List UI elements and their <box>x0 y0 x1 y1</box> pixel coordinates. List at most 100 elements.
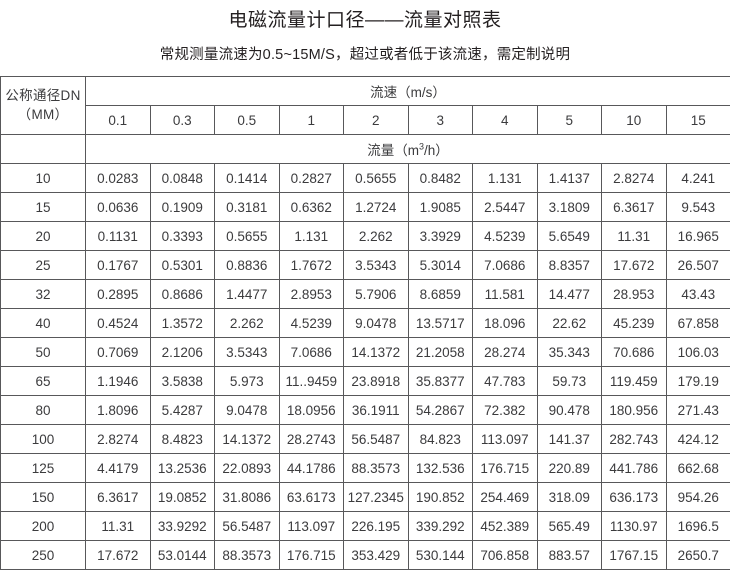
flow-value-cell: 3.5343 <box>214 337 280 367</box>
flow-value-cell: 190.852 <box>407 482 473 512</box>
table-row: 32 0.2895 0.8686 1.4477 2.8953 5.7906 8.6859 11… <box>0 279 730 309</box>
page-title: 电磁流量计口径——流量对照表 <box>228 10 502 31</box>
flow-value-cell: 127.2345 <box>343 482 409 512</box>
dn-value-cell: 50 <box>0 337 86 367</box>
table-row: 100 2.8274 8.4823 14.1372 28.2743 56.5487 84.8… <box>0 424 730 454</box>
dn-header-line1: 公称通径DN <box>5 88 81 104</box>
flow-value-cell: 0.6362 <box>278 192 344 222</box>
flow-value-cell: 0.8482 <box>407 163 473 193</box>
flow-value-cell: 3.1809 <box>536 192 602 222</box>
flow-value-cell: 1.1946 <box>85 366 151 396</box>
page-subtitle: 常规测量流速为0.5~15M/S，超过或者低于该流速，需定制说明 <box>159 46 571 63</box>
flow-value-cell: 662.68 <box>665 453 730 483</box>
flow-value-cell: 9.0478 <box>343 308 409 338</box>
flow-unit-prefix: 流量（m <box>367 143 419 158</box>
dn-value-cell: 15 <box>0 192 86 222</box>
flow-value-cell: 33.9292 <box>149 511 215 541</box>
flow-value-cell: 5.3014 <box>407 250 473 280</box>
table-header-row-velocity: 公称通径DN （MM） 流速（m/s） <box>0 76 730 135</box>
flow-value-cell: 2.262 <box>343 221 409 251</box>
velocity-col-5: 3 <box>407 105 473 135</box>
flow-value-cell: 45.239 <box>601 308 667 338</box>
flow-value-cell: 0.3393 <box>149 221 215 251</box>
flow-value-cell: 2650.7 <box>665 540 730 570</box>
flow-value-cell: 0.2895 <box>85 279 151 309</box>
velocity-col-1: 0.3 <box>149 105 215 135</box>
flow-value-cell: 282.743 <box>601 424 667 454</box>
flow-value-cell: 0.1767 <box>85 250 151 280</box>
flow-value-cell: 1130.97 <box>601 511 667 541</box>
flow-value-cell: 4.4179 <box>85 453 151 483</box>
flow-value-cell: 2.262 <box>214 308 280 338</box>
flow-value-cell: 11..9459 <box>278 366 344 396</box>
flow-value-cell: 0.5301 <box>149 250 215 280</box>
flow-value-cell: 565.49 <box>536 511 602 541</box>
flow-value-cell: 1.3572 <box>149 308 215 338</box>
flow-value-cell: 13.2536 <box>149 453 215 483</box>
table-body: 10 0.0283 0.0848 0.1414 0.2827 0.5655 0.8482 1.… <box>0 163 730 570</box>
flow-value-cell: 67.858 <box>665 308 730 338</box>
flow-value-cell: 113.097 <box>472 424 538 454</box>
flow-value-cell: 7.0686 <box>472 250 538 280</box>
flow-value-cell: 7.0686 <box>278 337 344 367</box>
flow-value-cell: 19.0852 <box>149 482 215 512</box>
flow-value-cell: 2.5447 <box>472 192 538 222</box>
flow-value-cell: 2.1206 <box>149 337 215 367</box>
flow-value-cell: 1.8096 <box>85 395 151 425</box>
flow-value-cell: 84.823 <box>407 424 473 454</box>
dn-value-cell: 80 <box>0 395 86 425</box>
flow-value-cell: 4.241 <box>665 163 730 193</box>
flow-value-cell: 1767.15 <box>601 540 667 570</box>
flow-unit-exponent: 3 <box>419 141 425 152</box>
flow-value-cell: 1.131 <box>278 221 344 251</box>
dn-header-line2: （MM） <box>17 106 69 122</box>
flow-value-cell: 56.5487 <box>343 424 409 454</box>
flow-value-cell: 119.459 <box>601 366 667 396</box>
flow-value-cell: 254.469 <box>472 482 538 512</box>
flow-value-cell: 90.478 <box>536 395 602 425</box>
table-row: 40 0.4524 1.3572 2.262 4.5239 9.0478 13.5717 18… <box>0 308 730 338</box>
flow-value-cell: 0.5655 <box>214 221 280 251</box>
flow-value-cell: 179.19 <box>665 366 730 396</box>
table-row: 50 0.7069 2.1206 3.5343 7.0686 14.1372 21.2058… <box>0 337 730 367</box>
velocity-col-9: 15 <box>665 105 730 135</box>
table-row: 20 0.1131 0.3393 0.5655 1.131 2.262 3.3929 4.52… <box>0 221 730 251</box>
flow-value-cell: 220.89 <box>536 453 602 483</box>
flow-value-cell: 56.5487 <box>214 511 280 541</box>
flow-value-cell: 14.477 <box>536 279 602 309</box>
flow-value-cell: 17.672 <box>85 540 151 570</box>
flow-value-cell: 6.3617 <box>85 482 151 512</box>
flow-value-cell: 17.672 <box>601 250 667 280</box>
velocity-col-8: 10 <box>601 105 667 135</box>
flow-value-cell: 0.7069 <box>85 337 151 367</box>
flow-value-cell: 1696.5 <box>665 511 730 541</box>
flow-value-cell: 2.8274 <box>85 424 151 454</box>
dn-value-cell: 150 <box>0 482 86 512</box>
flow-value-cell: 5.973 <box>214 366 280 396</box>
flow-value-cell: 0.5655 <box>343 163 409 193</box>
dn-unit-spacer-cell <box>0 134 86 164</box>
flow-value-cell: 106.03 <box>665 337 730 367</box>
flow-value-cell: 424.12 <box>665 424 730 454</box>
flow-value-cell: 63.6173 <box>278 482 344 512</box>
flow-value-cell: 23.8918 <box>343 366 409 396</box>
flow-value-cell: 113.097 <box>278 511 344 541</box>
flow-value-cell: 636.173 <box>601 482 667 512</box>
table-head: 公称通径DN （MM） 流速（m/s） 0.1 0.3 0.5 1 2 3 4 … <box>0 76 730 164</box>
table-row: 10 0.0283 0.0848 0.1414 0.2827 0.5655 0.8482 1.… <box>0 163 730 193</box>
table-row: 80 1.8096 5.4287 9.0478 18.0956 36.1911 54.286… <box>0 395 730 425</box>
flow-value-cell: 11.581 <box>472 279 538 309</box>
flow-value-cell: 3.3929 <box>407 221 473 251</box>
flow-value-cell: 88.3573 <box>214 540 280 570</box>
flow-value-cell: 0.1414 <box>214 163 280 193</box>
flow-value-cell: 226.195 <box>343 511 409 541</box>
flow-value-cell: 883.57 <box>536 540 602 570</box>
flow-value-cell: 353.429 <box>343 540 409 570</box>
flow-value-cell: 28.953 <box>601 279 667 309</box>
flow-value-cell: 176.715 <box>472 453 538 483</box>
flow-value-cell: 176.715 <box>278 540 344 570</box>
flow-value-cell: 1.2724 <box>343 192 409 222</box>
flow-value-cell: 271.43 <box>665 395 730 425</box>
flow-unit-header: 流量（m3/h） <box>84 134 730 164</box>
flow-value-cell: 8.4823 <box>149 424 215 454</box>
